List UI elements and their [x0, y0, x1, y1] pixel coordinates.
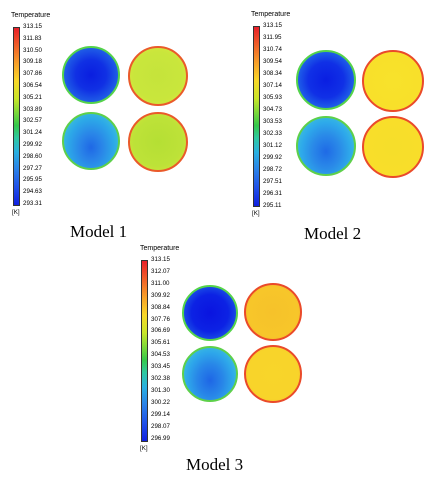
tick-label: 307.76 — [151, 315, 170, 323]
tick-label: 308.34 — [263, 70, 282, 77]
panel-model-1: Temperature 313.15 311.83 310.50 309.18 … — [0, 0, 210, 250]
tick-label: 301.12 — [263, 142, 282, 149]
tick-label: 297.27 — [23, 164, 42, 172]
tick-label: 305.21 — [23, 93, 42, 101]
tick-label: 300.22 — [151, 398, 170, 406]
tick-label: 306.69 — [151, 327, 170, 335]
disc-top-right — [128, 46, 188, 106]
unit-label: [K] — [140, 445, 148, 452]
unit-label: [K] — [252, 210, 260, 217]
tick-label: 294.63 — [23, 188, 42, 196]
tick-label: 302.57 — [23, 117, 42, 125]
tick-label: 301.30 — [151, 386, 170, 394]
tick-label: 308.84 — [151, 303, 170, 311]
colorbar — [141, 260, 148, 442]
legend-title: Temperature — [251, 11, 291, 18]
tick-label: 304.53 — [151, 351, 170, 359]
disc-top-left — [62, 46, 120, 104]
disc-bottom-right — [128, 112, 188, 172]
legend-title: Temperature — [140, 245, 180, 252]
tick-label: 305.61 — [151, 339, 170, 347]
tick-label: 309.54 — [263, 58, 282, 65]
tick-label: 298.72 — [263, 166, 282, 173]
disc-top-left — [296, 50, 356, 110]
model-label: Model 3 — [186, 455, 244, 474]
tick-label: 311.83 — [23, 34, 42, 42]
disc-bottom-right — [362, 116, 424, 178]
tick-label: 293.31 — [23, 200, 42, 207]
tick-label: 299.92 — [23, 141, 42, 148]
tick-label: 305.93 — [263, 94, 282, 101]
tick-label: 302.38 — [151, 375, 170, 382]
model-label: Model 1 — [70, 222, 128, 241]
tick-label: 313.15 — [23, 23, 42, 30]
tick-label: 299.92 — [263, 154, 282, 161]
tick-label: 309.18 — [23, 58, 42, 66]
tick-label: 299.14 — [151, 410, 170, 418]
tick-label: 310.50 — [23, 46, 42, 54]
tick-label: 306.54 — [23, 82, 42, 89]
tick-label: 303.53 — [263, 118, 282, 125]
unit-label: [K] — [12, 209, 20, 216]
tick-label: 311.95 — [263, 34, 282, 41]
disc-top-right — [244, 283, 302, 341]
tick-label: 313.15 — [151, 256, 170, 263]
tick-label: 301.24 — [23, 129, 42, 137]
tick-label: 303.45 — [151, 363, 170, 371]
tick-label: 297.51 — [263, 178, 282, 185]
tick-label: 296.31 — [263, 190, 282, 197]
model-label: Model 2 — [304, 224, 362, 243]
colorbar — [13, 27, 20, 206]
panel-model-2: Temperature 313.15 311.95 310.74 309.54 … — [244, 0, 435, 250]
disc-bottom-left — [182, 346, 238, 402]
panel-model-3: Temperature 313.15 312.07 311.00 309.92 … — [120, 245, 330, 480]
tick-label: 313.15 — [263, 22, 282, 29]
disc-bottom-left — [296, 116, 356, 176]
tick-label: 312.07 — [151, 267, 170, 275]
disc-bottom-left — [62, 112, 120, 170]
tick-label: 307.14 — [263, 82, 282, 89]
colorbar — [253, 26, 260, 207]
legend-title: Temperature — [11, 12, 51, 19]
tick-label: 295.11 — [263, 202, 282, 209]
disc-bottom-right — [244, 345, 302, 403]
tick-label: 296.99 — [151, 434, 170, 442]
tick-label: 302.33 — [263, 130, 282, 137]
disc-top-right — [362, 50, 424, 112]
tick-label: 303.89 — [23, 105, 42, 113]
tick-label: 304.73 — [263, 106, 282, 113]
tick-label: 298.60 — [23, 152, 42, 160]
tick-label: 295.95 — [23, 176, 42, 184]
disc-top-left — [182, 285, 238, 341]
tick-label: 307.86 — [23, 70, 42, 78]
tick-label: 309.92 — [151, 291, 170, 299]
tick-label: 298.07 — [151, 422, 170, 430]
tick-label: 310.74 — [263, 46, 282, 53]
tick-label: 311.00 — [151, 279, 170, 287]
